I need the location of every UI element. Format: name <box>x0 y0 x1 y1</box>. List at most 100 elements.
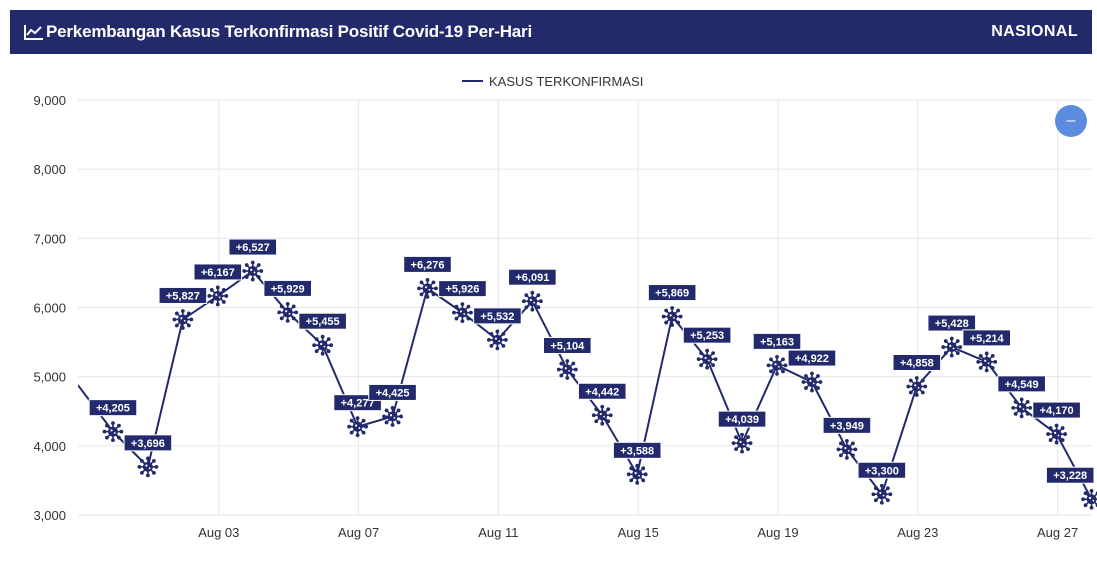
data-point-marker[interactable] <box>626 463 648 485</box>
data-point-marker[interactable] <box>172 309 194 330</box>
data-point-marker[interactable] <box>347 416 368 438</box>
data-point-marker[interactable] <box>277 302 299 323</box>
data-point-marker[interactable] <box>731 432 753 454</box>
virus-spike-tip <box>495 329 500 334</box>
virus-spike-tip <box>186 311 191 316</box>
virus-spike-tip <box>314 337 319 342</box>
data-point-marker[interactable] <box>696 348 718 370</box>
data-label: +3,588 <box>612 441 662 459</box>
data-point-marker[interactable] <box>941 336 963 358</box>
data-label-box <box>997 375 1046 393</box>
virus-spot <box>914 384 917 387</box>
virus-spike-tip <box>326 337 331 342</box>
virus-spot <box>638 474 640 477</box>
virus-spike-tip <box>364 424 368 429</box>
data-point-marker[interactable] <box>242 260 264 282</box>
virus-body <box>1051 429 1062 440</box>
virus-body <box>562 364 573 375</box>
virus-spike-tip <box>425 295 430 299</box>
y-tick-label: 6,000 <box>33 301 66 316</box>
virus-spike-tip <box>1019 414 1024 419</box>
virus-spike-tip <box>250 260 255 265</box>
virus-spike-tip <box>137 464 142 469</box>
data-label-text: +4,039 <box>725 414 759 426</box>
legend[interactable]: KASUS TERKONFIRMASI <box>462 74 643 89</box>
virus-spike-tip <box>556 367 561 372</box>
virus-body <box>492 334 503 345</box>
virus-spike-tip <box>256 275 261 279</box>
virus-spot <box>494 337 497 340</box>
data-point-marker[interactable] <box>906 376 928 397</box>
data-point-marker[interactable] <box>1081 488 1097 510</box>
data-point-marker[interactable] <box>801 371 823 393</box>
data-point-marker[interactable] <box>661 306 683 327</box>
data-label-text: +3,588 <box>620 445 654 457</box>
virus-spike-tip <box>871 492 876 497</box>
y-tick-label: 8,000 <box>33 162 66 177</box>
virus-spike-tip <box>285 319 290 323</box>
data-point-marker[interactable] <box>521 290 543 312</box>
virus-body <box>772 360 782 371</box>
data-point-marker[interactable] <box>382 406 403 427</box>
virus-spot <box>564 367 567 370</box>
virus-spike-tip <box>361 418 366 423</box>
data-label-box <box>228 238 278 256</box>
virus-spot <box>917 386 920 389</box>
data-point-marker[interactable] <box>591 404 613 426</box>
virus-spike-tip <box>215 302 220 307</box>
data-point-marker[interactable] <box>766 354 788 376</box>
virus-spike-tip <box>180 309 185 313</box>
data-point-marker[interactable] <box>207 285 229 307</box>
virus-spike-tip <box>696 357 701 362</box>
data-label-text: +5,163 <box>760 336 794 348</box>
data-label: +4,922 <box>787 349 837 367</box>
virus-spot <box>1057 434 1060 437</box>
data-point-marker[interactable] <box>836 438 858 460</box>
virus-spot <box>285 310 288 313</box>
data-point-marker[interactable] <box>1046 423 1067 445</box>
data-label-box <box>543 336 592 354</box>
virus-spike-tip <box>641 466 646 471</box>
data-point-marker[interactable] <box>417 278 438 299</box>
virus-spike-tip <box>801 380 806 384</box>
data-label-text: +5,827 <box>166 290 200 302</box>
virus-spike-tip <box>244 275 249 279</box>
data-label-box <box>752 332 802 350</box>
virus-spike-tip <box>594 407 599 412</box>
line-chart-icon <box>24 25 43 40</box>
data-point-marker[interactable] <box>1011 397 1033 419</box>
virus-spike-tip <box>285 302 290 306</box>
virus-spot <box>952 347 955 350</box>
data-point-marker[interactable] <box>871 483 893 505</box>
data-point-marker[interactable] <box>102 421 124 443</box>
virus-spike-tip <box>521 299 526 304</box>
virus-spike-tip <box>606 407 611 412</box>
data-point-marker[interactable] <box>312 334 334 356</box>
data-label-text: +5,929 <box>271 283 305 295</box>
virus-spike-tip <box>536 293 541 298</box>
data-point-marker[interactable] <box>556 359 578 380</box>
data-label-box <box>193 263 243 281</box>
virus-spike-tip <box>189 317 194 322</box>
virus-spike-tip <box>941 345 946 349</box>
data-label: +6,276 <box>403 255 452 273</box>
data-point-marker[interactable] <box>452 302 473 324</box>
virus-spike-tip <box>955 339 960 343</box>
virus-spike-tip <box>530 290 535 295</box>
data-point-marker[interactable] <box>976 351 998 373</box>
data-point-marker[interactable] <box>487 329 508 351</box>
virus-spike-tip <box>487 337 491 342</box>
virus-spike-tip <box>111 438 115 443</box>
collapse-button[interactable]: – <box>1055 105 1087 137</box>
virus-spike-tip <box>641 478 646 483</box>
data-label-text: +4,425 <box>376 387 410 399</box>
data-label-text: +6,091 <box>515 272 549 284</box>
virus-spike-tip <box>816 386 820 390</box>
virus-spike-tip <box>920 378 925 383</box>
virus-spike-tip <box>635 463 640 468</box>
data-label-text: +4,442 <box>585 386 619 398</box>
virus-spike-tip <box>174 323 179 328</box>
data-point-marker[interactable] <box>137 456 159 478</box>
virus-spike-tip <box>417 286 421 291</box>
virus-body <box>457 307 468 318</box>
